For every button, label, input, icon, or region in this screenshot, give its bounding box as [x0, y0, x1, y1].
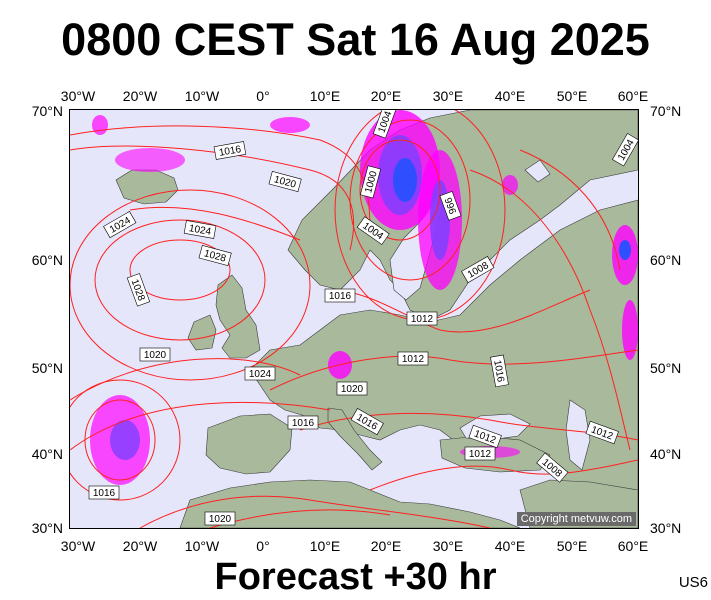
- map-canvas: 1016 1020 1024 1024 1028 1028 1020 1024 …: [70, 110, 638, 528]
- lon-label-top: 0°: [256, 88, 270, 104]
- lon-label-top: 40°E: [494, 88, 526, 104]
- weather-map: 1016 1020 1024 1024 1028 1028 1020 1024 …: [70, 110, 638, 528]
- lat-label-left: 30°N: [31, 520, 63, 536]
- isobar-label: 1020: [341, 384, 364, 395]
- isobar-label: 1016: [218, 144, 242, 159]
- lon-label-bottom: 10°W: [184, 538, 220, 554]
- ireland: [187, 314, 217, 351]
- isobar-label: 1024: [188, 223, 212, 238]
- isobar-label: 1028: [129, 278, 147, 303]
- lon-label-bottom: 30°E: [432, 538, 464, 554]
- lon-label-bottom: 50°E: [556, 538, 588, 554]
- iberia: [205, 413, 293, 475]
- lat-label-right: 60°N: [650, 252, 682, 268]
- forecast-label: Forecast +30 hr: [214, 556, 497, 598]
- iceland: [115, 169, 179, 205]
- lon-label-bottom: 0°: [256, 538, 270, 554]
- isobar-label: 1016: [329, 291, 352, 302]
- precipitation: [90, 110, 638, 485]
- isobar-label: 1016: [292, 418, 315, 429]
- isobar-label: 1020: [144, 350, 167, 361]
- lat-label-right: 30°N: [650, 520, 682, 536]
- lon-label-bottom: 40°E: [494, 538, 526, 554]
- lat-label-left: 60°N: [31, 252, 63, 268]
- lon-label-bottom: 20°W: [122, 538, 158, 554]
- lat-label-left: 40°N: [31, 446, 63, 462]
- great-britain: [215, 274, 261, 359]
- lon-label-top: 20°W: [122, 88, 158, 104]
- italy: [327, 407, 383, 471]
- lon-label-top: 20°E: [370, 88, 402, 104]
- lon-label-top: 10°W: [184, 88, 220, 104]
- copyright-notice: Copyright metvuw.com: [516, 512, 636, 526]
- map-title: 0800 CEST Sat 16 Aug 2025: [61, 14, 650, 65]
- isobar-label: 1012: [402, 354, 425, 365]
- lon-label-bottom: 20°E: [370, 538, 402, 554]
- lon-label-top: 60°E: [617, 88, 649, 104]
- lat-label-left: 70°N: [31, 103, 63, 119]
- lon-label-bottom: 60°E: [617, 538, 649, 554]
- lat-label-right: 70°N: [650, 103, 682, 119]
- lat-label-right: 40°N: [650, 446, 682, 462]
- lat-label-left: 50°N: [31, 360, 63, 376]
- white-sea: [524, 159, 551, 183]
- isobar-label: 1012: [469, 449, 492, 460]
- lon-label-top: 30°W: [60, 88, 96, 104]
- isobar-label: 1024: [249, 369, 272, 380]
- lon-label-bottom: 30°W: [60, 538, 96, 554]
- isobar-label: 1016: [93, 488, 116, 499]
- lon-label-top: 30°E: [432, 88, 464, 104]
- isobar-label: 1012: [411, 314, 434, 325]
- lon-label-top: 50°E: [556, 88, 588, 104]
- lat-label-right: 50°N: [650, 360, 682, 376]
- lon-label-top: 10°E: [309, 88, 341, 104]
- isobar-label: 1016: [491, 359, 506, 383]
- model-code: US6: [678, 574, 708, 591]
- lon-label-bottom: 10°E: [309, 538, 341, 554]
- isobar-label: 1020: [209, 514, 232, 525]
